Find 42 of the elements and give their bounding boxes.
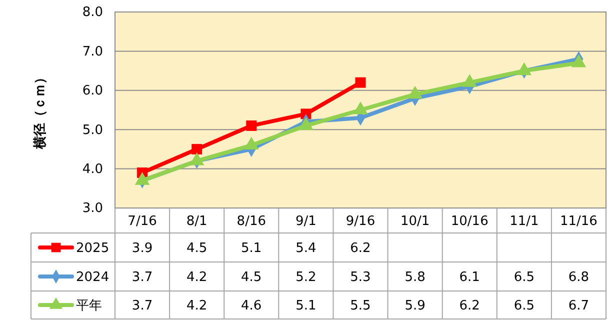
y-tick-label: 6.0 bbox=[82, 84, 103, 99]
y-tick-label: 3.0 bbox=[82, 201, 103, 216]
data-label: 3.9 bbox=[132, 241, 153, 256]
x-tick-label: 9/1 bbox=[295, 214, 316, 230]
data-label: 6.2 bbox=[459, 298, 480, 314]
data-label: 5.2 bbox=[296, 270, 316, 286]
data-label: 6.8 bbox=[568, 270, 590, 286]
data-label: 5.4 bbox=[296, 241, 316, 256]
data-label: 3.7 bbox=[132, 270, 153, 286]
y-axis-title: 横径（ｃｍ） bbox=[33, 71, 48, 150]
y-tick-label: 4.0 bbox=[82, 162, 103, 177]
data-label: 4.2 bbox=[186, 298, 208, 314]
data-label: 5.9 bbox=[404, 298, 426, 314]
data-label: 5.5 bbox=[350, 298, 371, 314]
x-tick-label: 10/16 bbox=[450, 214, 488, 230]
x-tick-label: 8/16 bbox=[236, 214, 266, 230]
y-tick-label: 8.0 bbox=[82, 5, 103, 20]
data-label: 3.7 bbox=[132, 298, 153, 314]
data-label: 4.6 bbox=[241, 298, 262, 314]
legend-label: 2024 bbox=[76, 270, 110, 286]
x-tick-label: 10/1 bbox=[400, 214, 430, 230]
data-label: 6.5 bbox=[514, 270, 535, 286]
data-label: 4.5 bbox=[241, 270, 262, 286]
legend-label: 2025 bbox=[76, 241, 110, 256]
data-label: 5.3 bbox=[350, 270, 371, 286]
data-label: 6.1 bbox=[459, 270, 480, 286]
data-label: 4.5 bbox=[186, 241, 208, 256]
data-label: 5.8 bbox=[404, 270, 426, 286]
x-tick-label: 9/16 bbox=[346, 214, 376, 230]
x-tick-label: 11/1 bbox=[510, 214, 539, 230]
x-tick-label: 8/1 bbox=[186, 214, 208, 230]
data-label: 6.5 bbox=[514, 298, 535, 314]
y-tick-label: 7.0 bbox=[82, 44, 103, 60]
x-tick-label: 7/16 bbox=[128, 214, 157, 230]
data-label: 6.2 bbox=[350, 241, 371, 256]
y-tick-label: 5.0 bbox=[82, 122, 103, 138]
x-tick-label: 11/16 bbox=[560, 214, 598, 230]
data-label: 6.7 bbox=[568, 298, 590, 314]
data-label: 4.2 bbox=[186, 270, 208, 286]
data-label: 5.1 bbox=[296, 298, 316, 314]
data-label: 5.1 bbox=[241, 241, 262, 256]
legend-label: 平年 bbox=[76, 298, 102, 314]
